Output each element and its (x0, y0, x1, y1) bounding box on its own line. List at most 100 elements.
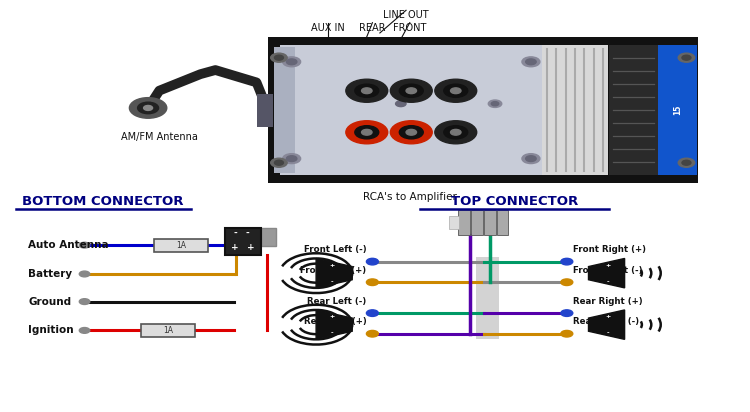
FancyBboxPatch shape (280, 45, 542, 175)
Circle shape (362, 129, 372, 135)
Circle shape (286, 156, 297, 162)
Circle shape (355, 84, 379, 97)
Circle shape (80, 271, 90, 277)
Circle shape (526, 59, 536, 65)
FancyBboxPatch shape (274, 47, 295, 173)
Text: TOP CONNECTOR: TOP CONNECTOR (451, 195, 578, 208)
Circle shape (406, 88, 416, 94)
Circle shape (274, 160, 284, 165)
Circle shape (286, 59, 297, 65)
Circle shape (451, 88, 461, 94)
Polygon shape (589, 258, 625, 288)
Circle shape (488, 100, 502, 108)
Text: +: + (330, 314, 335, 319)
Circle shape (271, 53, 287, 62)
Circle shape (362, 88, 372, 94)
FancyBboxPatch shape (484, 210, 496, 235)
Circle shape (143, 105, 152, 110)
Circle shape (399, 84, 423, 97)
Polygon shape (316, 258, 352, 288)
FancyBboxPatch shape (542, 45, 608, 175)
Circle shape (522, 57, 540, 67)
Text: -: - (607, 330, 610, 335)
Circle shape (435, 121, 477, 144)
Circle shape (395, 101, 406, 107)
Text: Rear Right (-): Rear Right (-) (573, 317, 639, 326)
Text: Front Right (+): Front Right (+) (573, 245, 646, 254)
Text: AM/FM Antenna: AM/FM Antenna (121, 132, 198, 142)
FancyBboxPatch shape (154, 239, 208, 252)
Circle shape (435, 79, 477, 102)
FancyBboxPatch shape (458, 210, 470, 235)
Circle shape (274, 55, 284, 60)
Circle shape (561, 310, 573, 316)
Circle shape (271, 158, 287, 167)
Circle shape (390, 79, 432, 102)
Circle shape (526, 156, 536, 162)
Circle shape (678, 53, 694, 62)
Circle shape (137, 102, 158, 114)
Text: Front Left (-): Front Left (-) (304, 245, 367, 254)
Text: Front Right (-): Front Right (-) (573, 266, 642, 275)
Circle shape (390, 121, 432, 144)
Circle shape (451, 129, 461, 135)
Circle shape (355, 126, 379, 139)
Circle shape (561, 258, 573, 265)
FancyBboxPatch shape (261, 228, 276, 246)
Text: 1A: 1A (176, 241, 186, 250)
Circle shape (367, 310, 379, 316)
FancyBboxPatch shape (471, 210, 483, 235)
Text: Front Left (+): Front Left (+) (300, 266, 367, 275)
Circle shape (130, 98, 166, 118)
Circle shape (283, 57, 301, 67)
Circle shape (346, 121, 388, 144)
FancyBboxPatch shape (610, 45, 658, 175)
Circle shape (367, 279, 379, 286)
Text: Auto Antenna: Auto Antenna (28, 240, 109, 250)
Circle shape (678, 158, 694, 167)
Circle shape (80, 328, 90, 333)
Text: +: + (606, 314, 611, 319)
Circle shape (682, 55, 691, 60)
Polygon shape (316, 310, 352, 339)
Circle shape (561, 279, 573, 286)
Text: REAR: REAR (359, 23, 386, 33)
Circle shape (346, 79, 388, 102)
Text: -: - (245, 229, 249, 238)
Circle shape (367, 258, 379, 265)
Text: Ignition: Ignition (28, 325, 74, 335)
Circle shape (283, 154, 301, 164)
Text: LINE OUT: LINE OUT (383, 10, 429, 20)
Text: Rear Right (+): Rear Right (+) (573, 297, 643, 306)
Circle shape (399, 126, 423, 139)
Text: +: + (330, 262, 335, 267)
Polygon shape (589, 310, 625, 339)
FancyBboxPatch shape (141, 324, 195, 337)
FancyBboxPatch shape (268, 37, 698, 183)
FancyBboxPatch shape (448, 216, 459, 229)
FancyBboxPatch shape (225, 228, 261, 255)
Text: Rear Left (+): Rear Left (+) (304, 317, 367, 326)
FancyBboxPatch shape (476, 257, 499, 339)
Text: -: - (233, 229, 237, 238)
Text: +: + (248, 243, 255, 252)
Circle shape (444, 84, 468, 97)
Text: Ground: Ground (28, 297, 71, 307)
Text: AUX IN: AUX IN (310, 23, 344, 33)
Text: -: - (331, 330, 334, 335)
Text: +: + (606, 262, 611, 267)
Circle shape (444, 126, 468, 139)
Circle shape (682, 160, 691, 165)
Circle shape (80, 242, 90, 248)
Text: Rear Left (-): Rear Left (-) (308, 297, 367, 306)
FancyBboxPatch shape (496, 210, 508, 235)
FancyBboxPatch shape (658, 45, 697, 175)
Text: Battery: Battery (28, 269, 73, 279)
Text: -: - (331, 279, 334, 284)
Circle shape (491, 102, 499, 106)
Circle shape (367, 330, 379, 337)
Text: -: - (607, 279, 610, 284)
Text: FRONT: FRONT (393, 23, 427, 33)
Text: RCA's to Amplifier: RCA's to Amplifier (363, 192, 457, 201)
Circle shape (561, 330, 573, 337)
